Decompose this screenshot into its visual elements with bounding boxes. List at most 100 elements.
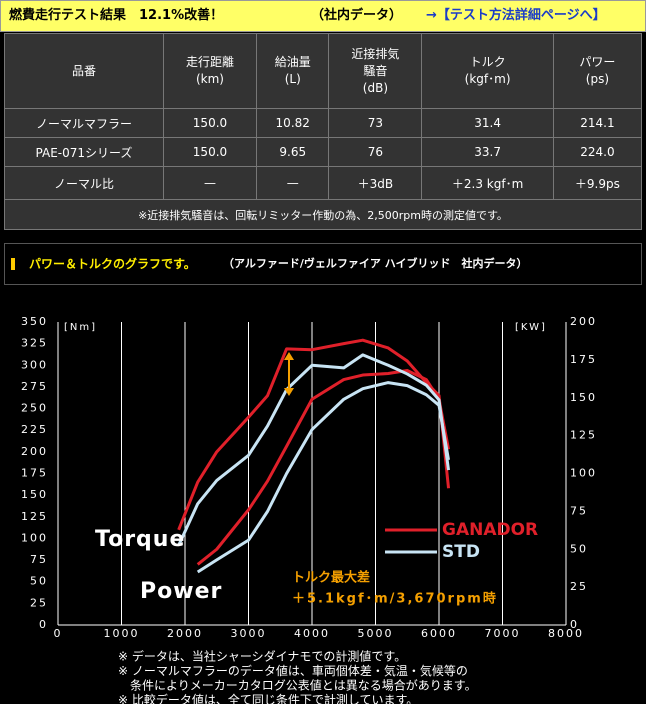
- header-line: (kgf･m): [464, 72, 511, 86]
- result-table: 品番 走行距離 (km) 給油量 (L) 近接排気騒音 (dB) トルク (kgf･m) パワー (…: [4, 33, 643, 230]
- x-tick-label: 7000: [485, 627, 521, 640]
- header-line: (dB): [362, 80, 389, 95]
- y-tick-label: 225: [21, 423, 48, 436]
- header-cell: 品番: [4, 33, 164, 109]
- banner-title: 燃費走行テスト結果 12.1%改善！: [9, 8, 224, 23]
- y2-tick-label: 100: [570, 467, 597, 480]
- cell: 31.4: [421, 108, 554, 138]
- x-tick-label: 0: [54, 627, 63, 640]
- header-line: パワー: [579, 55, 616, 69]
- power-curve: [196, 381, 451, 574]
- footnote: 条件によりメーカーカタログ公表値とは異なる場合があります。: [130, 678, 477, 693]
- y2-tick-label: 125: [570, 429, 597, 442]
- y-tick-label: 50: [30, 575, 48, 588]
- table-note: ※近接排気騒音は、回転リミッター作動の為、2,500rpm時の測定値です。: [4, 199, 642, 230]
- y2-tick-label: 75: [570, 504, 588, 517]
- x-tick-label: 1000: [104, 627, 140, 640]
- cell: 76: [328, 137, 423, 167]
- y2-axis-label: [KW]: [515, 322, 547, 333]
- footnote: ※ ノーマルマフラーのデータ値は、車両個体差・気温・気候等の: [118, 663, 468, 678]
- cell: 150.0: [162, 108, 258, 138]
- header-line: (L): [284, 72, 301, 86]
- note-row: ※近接排気騒音は、回転リミッター作動の為、2,500rpm時の測定値です。: [4, 199, 642, 230]
- section-subtitle: （アルファード/ヴェルファイア ハイブリッド 社内データ）: [223, 257, 528, 270]
- header-line: 品番: [71, 63, 96, 78]
- y-tick-label: 350: [21, 315, 48, 328]
- header-cell: 走行距離 (km): [162, 33, 258, 109]
- y-tick-label: 100: [21, 531, 48, 544]
- torque-curve: [177, 353, 451, 546]
- x-tick-label: 4000: [294, 627, 330, 640]
- curve-label: Power: [140, 579, 222, 604]
- legend-label: GANADOR: [442, 520, 538, 540]
- banner: 燃費走行テスト結果 12.1%改善！ （社内データ） →【テスト方法詳細ページへ…: [0, 0, 646, 32]
- x-tick-label: 3000: [231, 627, 267, 640]
- y-tick-label: 75: [30, 553, 48, 566]
- curve-label: Torque: [95, 527, 185, 552]
- y-tick-label: 200: [21, 445, 48, 458]
- torque-curve: [177, 338, 451, 531]
- section-title: パワー＆トルクのグラフです。: [29, 257, 196, 271]
- section-header: パワー＆トルクのグラフです。 （アルファード/ヴェルファイア ハイブリッド 社内…: [4, 243, 642, 285]
- cell: ノーマルマフラー: [4, 108, 164, 138]
- legend-label: STD: [442, 542, 480, 562]
- x-tick-label: 8000: [548, 627, 584, 640]
- y-tick-label: 150: [21, 488, 48, 501]
- cell: 10.82: [256, 108, 330, 138]
- table-row: PAE-071シリーズ 150.0 9.65 76 33.7 224.0: [4, 137, 643, 167]
- cell: 33.7: [421, 137, 554, 167]
- table-row: ノーマル比 — — ＋3dB ＋2.3 kgf･m ＋9.9ps: [4, 166, 643, 200]
- cell: PAE-071シリーズ: [4, 137, 164, 167]
- y2-tick-label: 175: [570, 353, 597, 366]
- header-cell: パワー (ps): [552, 33, 643, 109]
- header-cell: 給油量 (L): [256, 33, 330, 109]
- y2-tick-label: 0: [570, 618, 579, 631]
- y2-tick-label: 150: [570, 391, 597, 404]
- x-tick-label: 5000: [358, 627, 394, 640]
- cell: ノーマル比: [4, 166, 164, 200]
- header-line: (ps): [585, 72, 610, 86]
- cell: 214.1: [552, 108, 643, 138]
- header-cell: トルク (kgf･m): [421, 33, 554, 109]
- cell: —: [162, 166, 258, 200]
- y-tick-label: 125: [21, 510, 48, 523]
- detail-link[interactable]: →【テスト方法詳細ページへ】: [426, 8, 606, 23]
- y-tick-label: 300: [21, 358, 48, 371]
- marker: [11, 258, 15, 270]
- cell: 73: [328, 108, 423, 138]
- chart: 0 1000 2000 3000 4000 5000 6000 7000 80000255075…: [21, 315, 597, 704]
- x-tick-label: 6000: [421, 627, 457, 640]
- header-line: (km): [195, 72, 224, 86]
- y2-tick-label: 25: [570, 580, 588, 593]
- y-tick-label: 325: [21, 337, 48, 350]
- y-tick-label: 0: [39, 618, 48, 631]
- footnote: ※ データは、当社シャーシダイナモでの計測値です。: [118, 649, 406, 664]
- header-line: 騒音: [363, 63, 388, 78]
- header-line: トルク: [469, 55, 506, 69]
- y2-tick-label: 200: [570, 315, 597, 328]
- header-cell: 近接排気騒音 (dB): [328, 33, 423, 109]
- cell: 150.0: [162, 137, 258, 167]
- y-tick-label: 175: [21, 467, 48, 480]
- y2-tick-label: 50: [570, 542, 588, 555]
- annotation: トルク最大差: [292, 570, 370, 586]
- header-line: 走行距離: [185, 55, 234, 69]
- cell: —: [256, 166, 330, 200]
- y-tick-label: 250: [21, 402, 48, 415]
- cell: 224.0: [552, 137, 643, 167]
- annotation: ＋5.1kgf･m/3,670rpm時: [292, 591, 498, 607]
- banner-subtitle: （社内データ）: [311, 8, 403, 23]
- x-tick-label: 2000: [167, 627, 203, 640]
- cell: ＋9.9ps: [552, 166, 643, 200]
- cell: ＋3dB: [328, 166, 423, 200]
- power-curve: [196, 368, 450, 566]
- y-tick-label: 275: [21, 380, 48, 393]
- cell: 9.65: [256, 137, 330, 167]
- header-line: 近接排気: [351, 46, 400, 61]
- cell: ＋2.3 kgf･m: [421, 166, 554, 200]
- footnote: ※ 比較データ値は、全て同じ条件下で計測しています。: [118, 692, 418, 704]
- y-axis-label: [Nm]: [64, 322, 97, 333]
- y-tick-label: 25: [30, 596, 48, 609]
- table-row: ノーマルマフラー 150.0 10.82 73 31.4 214.1: [4, 108, 643, 138]
